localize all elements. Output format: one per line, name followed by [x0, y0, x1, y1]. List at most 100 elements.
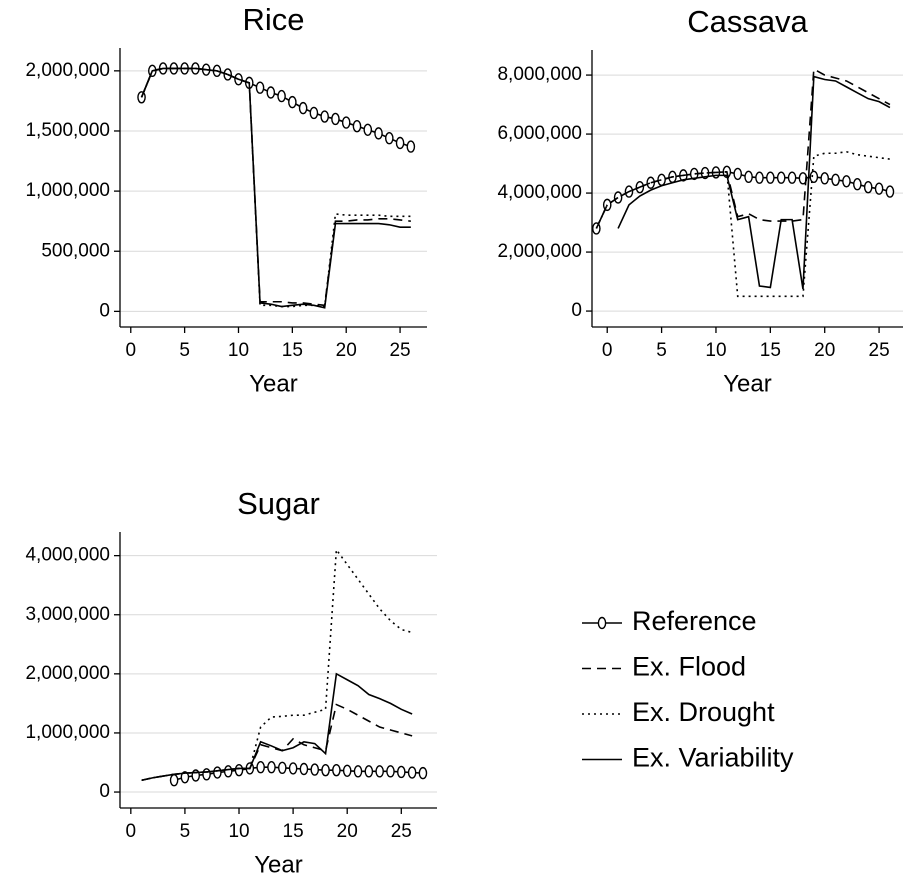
marker [309, 106, 319, 120]
y-tick-label: 1,000,000 [25, 180, 110, 201]
marker [733, 167, 743, 181]
x-tick-label: 25 [869, 340, 890, 361]
marker [613, 191, 623, 204]
marker [255, 81, 265, 94]
x-tick-label: 0 [602, 340, 613, 361]
marker [321, 763, 330, 777]
series-line [141, 672, 413, 782]
y-tick-label: 1,000,000 [25, 722, 110, 743]
marker [202, 768, 211, 781]
x-tick-label: 15 [760, 340, 781, 361]
marker [277, 761, 287, 775]
x-tick-label: 5 [180, 821, 191, 842]
legend-label: Ex. Drought [632, 697, 775, 727]
y-tick-label: 4,000,000 [25, 545, 110, 566]
marker [809, 170, 819, 184]
marker [352, 119, 362, 133]
marker [787, 171, 797, 184]
legend-label: Reference [632, 606, 757, 636]
legend-label: Ex. Variability [632, 743, 794, 773]
y-tick-label: 4,000,000 [497, 182, 582, 203]
y-tick-label: 3,000,000 [25, 604, 110, 625]
y-tick-label: 0 [571, 300, 582, 321]
marker [256, 761, 265, 774]
x-tick-label: 15 [282, 340, 303, 361]
marker [831, 173, 840, 186]
marker [395, 136, 405, 150]
series-line [140, 67, 411, 309]
marker [288, 762, 298, 775]
y-tick-label: 0 [99, 781, 110, 802]
marker [288, 95, 297, 109]
marker [406, 140, 416, 153]
marker [766, 171, 775, 184]
marker [744, 170, 753, 184]
marker [885, 185, 895, 198]
x-tick-label: 0 [126, 821, 137, 842]
y-tick-label: 8,000,000 [497, 64, 582, 85]
y-tick-label: 6,000,000 [497, 123, 582, 144]
series-line [140, 67, 412, 148]
marker [407, 766, 417, 779]
x-tick-label: 20 [336, 340, 357, 361]
chart-title: Rice [242, 2, 304, 37]
y-tick-label: 1,500,000 [25, 120, 110, 141]
marker [299, 762, 309, 776]
marker [396, 765, 406, 779]
marker [213, 766, 222, 779]
marker [364, 765, 374, 778]
series-line [141, 547, 413, 782]
marker [266, 86, 276, 99]
marker [180, 771, 190, 784]
marker [332, 763, 341, 777]
y-tick-label: 2,000,000 [497, 241, 582, 262]
marker [863, 180, 873, 194]
marker [341, 116, 351, 129]
marker [853, 178, 862, 191]
y-tick-label: 2,000,000 [25, 663, 110, 684]
marker [874, 182, 884, 195]
marker [820, 172, 830, 185]
series-line [595, 171, 891, 229]
marker [384, 131, 394, 145]
marker [298, 101, 308, 115]
x-axis-label: Year [254, 851, 303, 878]
x-axis-label: Year [249, 370, 298, 397]
series-line [140, 67, 411, 307]
marker [223, 765, 233, 778]
marker [374, 127, 383, 140]
y-tick-label: 0 [99, 300, 110, 321]
marker [310, 763, 320, 776]
chart-title: Sugar [237, 486, 320, 521]
series-line [595, 67, 891, 229]
legend-marker [597, 616, 607, 630]
series-line [617, 75, 891, 290]
marker [418, 766, 428, 780]
x-tick-label: 25 [389, 340, 410, 361]
series-line [140, 67, 411, 308]
x-tick-label: 5 [179, 340, 190, 361]
x-tick-label: 20 [337, 821, 358, 842]
series-line [595, 150, 891, 298]
marker [169, 774, 179, 787]
x-tick-label: 10 [228, 821, 249, 842]
marker [234, 763, 244, 777]
x-tick-label: 20 [814, 340, 835, 361]
x-axis-label: Year [723, 370, 772, 397]
x-tick-label: 10 [705, 340, 726, 361]
x-tick-label: 10 [228, 340, 249, 361]
marker [386, 765, 395, 778]
marker [375, 765, 384, 778]
marker [267, 761, 276, 774]
x-tick-label: 15 [283, 821, 304, 842]
chart-title: Cassava [687, 4, 808, 39]
marker [842, 175, 851, 188]
marker [320, 110, 329, 123]
marker [755, 171, 764, 184]
marker [363, 123, 373, 136]
marker [353, 765, 363, 778]
x-tick-label: 25 [391, 821, 412, 842]
legend-label: Ex. Flood [632, 652, 746, 682]
marker [277, 89, 286, 103]
